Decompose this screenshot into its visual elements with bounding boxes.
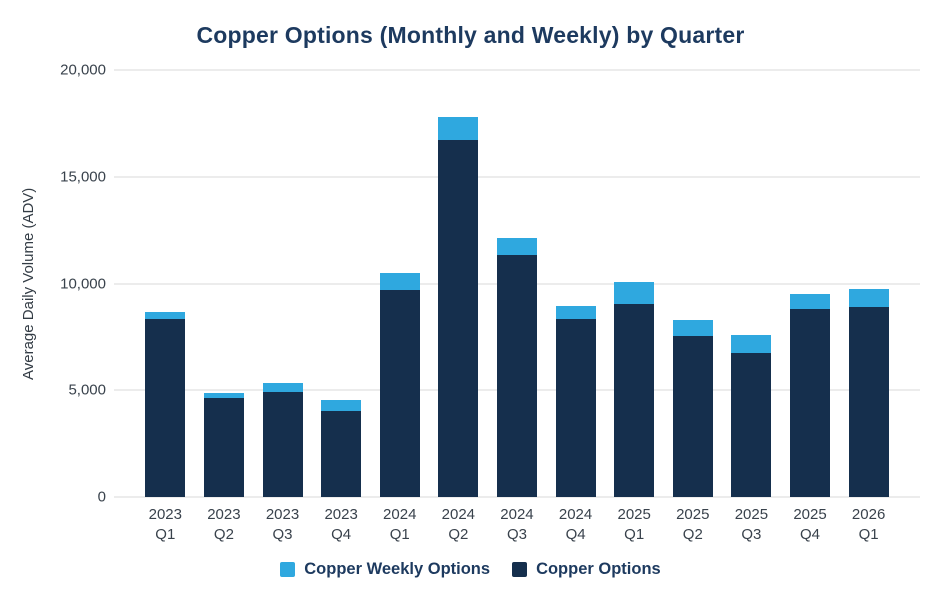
legend-swatch — [280, 561, 296, 577]
stacked-bar — [321, 70, 362, 497]
x-tick-labels: 2023 Q1 2023 Q2 2023 Q3 2023 Q4 2024 Q1 2024 Q2 2024… — [114, 505, 920, 546]
bar-segment-weekly-options — [614, 282, 655, 304]
x-tick-label: 2023 Q1 — [148, 506, 182, 544]
stacked-bar — [145, 70, 186, 497]
bar-segment-options — [145, 318, 186, 497]
bar-segment-weekly-options — [790, 294, 830, 310]
bar-segment-options — [672, 335, 713, 497]
bar-segment-options — [614, 303, 655, 497]
gridline — [114, 69, 920, 71]
bar-segment-options — [438, 140, 479, 497]
bar-segment-weekly-options — [848, 288, 889, 307]
legend-swatch — [512, 561, 528, 577]
bar-group — [312, 70, 371, 497]
x-tick-label: 2024 Q3 — [500, 506, 534, 544]
bar-group — [546, 70, 605, 497]
bar-segment-weekly-options — [731, 334, 772, 353]
bar-segment-options — [262, 392, 303, 497]
bar-segment-weekly-options — [438, 116, 479, 141]
bar-group — [722, 70, 781, 497]
y-axis-title: Average Daily Volume (ADV) — [20, 187, 37, 380]
bar-segment-weekly-options — [145, 312, 186, 319]
y-tick-label: 20,000 — [60, 61, 106, 79]
stacked-bar — [262, 70, 303, 497]
y-tick-label: 0 — [97, 488, 106, 506]
bar-segment-options — [731, 352, 772, 497]
bar-segment-weekly-options — [379, 272, 420, 290]
x-tick-label: 2025 Q2 — [676, 506, 710, 544]
bar-segment-options — [379, 289, 420, 497]
bar-group — [253, 70, 312, 497]
x-tick-label: 2023 Q2 — [207, 506, 241, 544]
bar-segment-weekly-options — [203, 393, 244, 398]
bar-group — [370, 70, 429, 497]
bars-row — [114, 70, 920, 497]
gridline — [114, 496, 920, 498]
stacked-bar — [379, 70, 420, 497]
y-tick-label: 5,000 — [68, 381, 106, 399]
x-tick-label: 2025 Q1 — [617, 506, 651, 544]
stacked-bar — [731, 70, 772, 497]
x-tick-label: 2024 Q4 — [558, 506, 593, 544]
x-tick-label: 2023 Q3 — [265, 506, 300, 544]
stacked-bar — [438, 70, 479, 497]
legend-label: Copper Options — [536, 559, 661, 578]
bar-group — [663, 70, 722, 497]
chart-title: Copper Options (Monthly and Weekly) by Q… — [196, 22, 745, 48]
bar-segment-weekly-options — [321, 399, 362, 411]
bar-segment-options — [203, 397, 244, 497]
x-tick-label: 2024 Q1 — [383, 506, 417, 544]
bar-segment-weekly-options — [555, 305, 596, 319]
bar-segment-options — [496, 254, 537, 497]
y-tick-label: 15,000 — [60, 168, 106, 186]
bar-segment-weekly-options — [672, 319, 713, 336]
x-tick-label: 2025 Q4 — [793, 506, 827, 544]
stacked-bar — [203, 70, 244, 497]
y-tick-label: 10,000 — [60, 275, 106, 292]
gridline — [114, 176, 920, 178]
bar-group — [781, 70, 840, 497]
x-tick-label: 2026 Q1 — [851, 506, 886, 544]
bar-segment-weekly-options — [496, 237, 537, 255]
stacked-bar — [614, 70, 655, 497]
bar-segment-options — [321, 410, 362, 497]
legend-item: Copper Weekly Options — [280, 560, 490, 579]
bar-group — [195, 70, 254, 497]
bar-group — [605, 70, 664, 497]
stacked-bar — [496, 70, 537, 497]
bar-segment-weekly-options — [262, 382, 303, 393]
bar-group — [488, 70, 547, 497]
stacked-bar — [848, 70, 889, 497]
stacked-bar — [790, 70, 830, 497]
legend-label: Copper Weekly Options — [304, 559, 491, 578]
bar-segment-options — [848, 307, 889, 497]
legend-item: Copper Options — [512, 560, 661, 579]
bar-group — [136, 70, 195, 497]
plot-area: 20,000 15,000 10,000 5,000 0 — [60, 62, 920, 506]
bar-segment-options — [555, 318, 596, 497]
bar-group — [839, 70, 898, 497]
bar-group — [429, 70, 488, 497]
x-tick-label: 2025 Q3 — [734, 506, 769, 544]
stacked-bar — [672, 70, 713, 497]
x-tick-label: 2024 Q2 — [441, 506, 476, 544]
stacked-bar — [555, 70, 596, 497]
x-tick-label: 2023 Q4 — [324, 506, 358, 544]
legend: Copper Weekly Options Copper Options — [0, 556, 941, 582]
bar-segment-options — [790, 309, 830, 497]
